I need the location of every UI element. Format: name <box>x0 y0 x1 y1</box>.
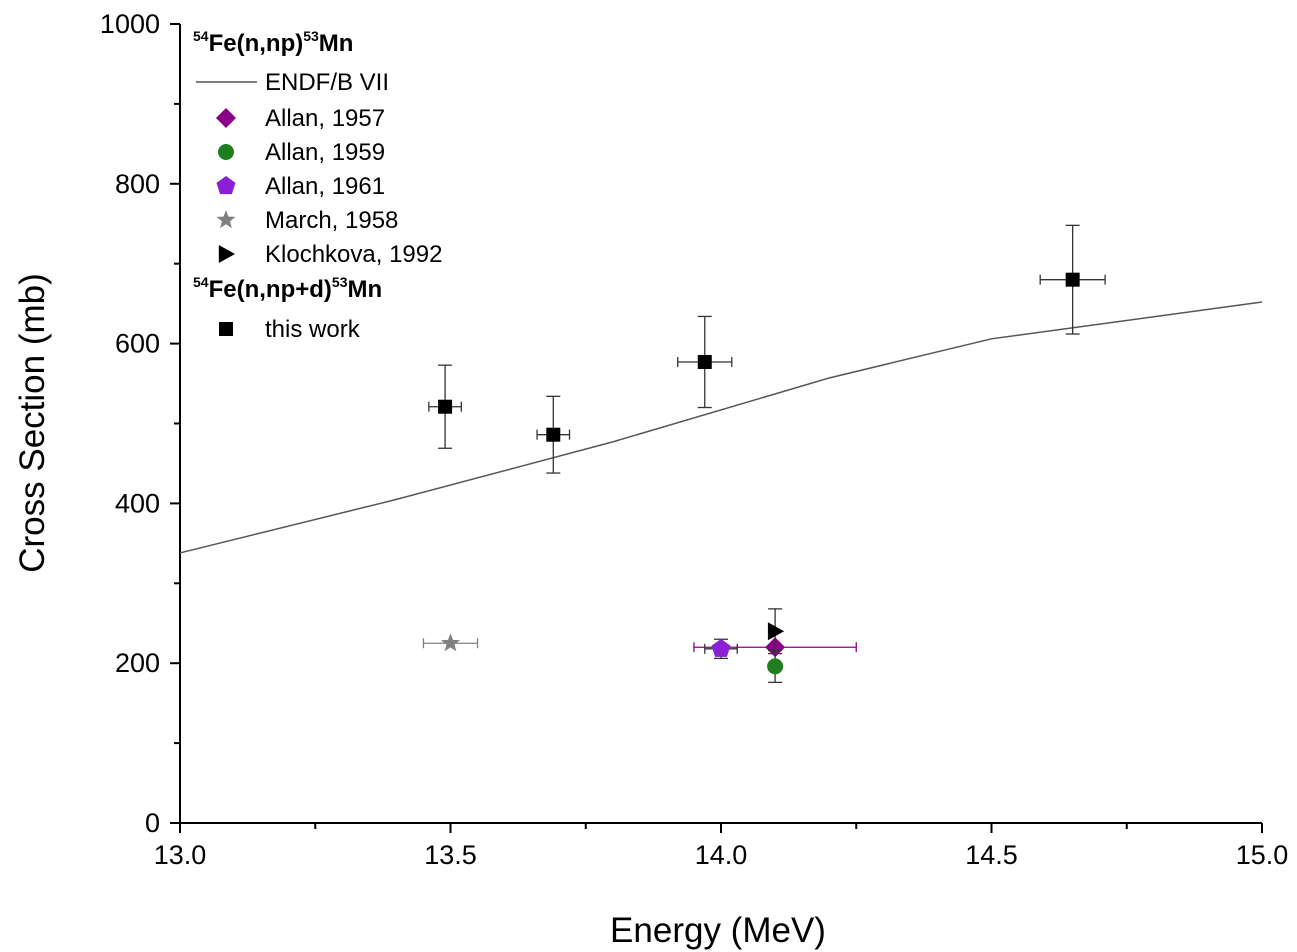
y-tick-label: 400 <box>115 488 160 518</box>
data-point <box>697 354 712 369</box>
series <box>179 301 1263 554</box>
legend-group-title: 54Fe(n,np+d)53Mn <box>193 274 382 303</box>
data-point <box>1065 272 1080 287</box>
data-point <box>440 633 461 652</box>
legend-swatch-marker <box>218 144 234 160</box>
data-point <box>767 622 785 641</box>
data-point <box>438 399 453 414</box>
x-tick-label: 14.5 <box>965 840 1018 870</box>
legend-swatch-marker <box>216 210 236 229</box>
series <box>422 633 479 652</box>
series <box>767 608 785 655</box>
y-tick-label: 600 <box>115 329 160 359</box>
data-point <box>711 638 731 657</box>
x-tick-label: 15.0 <box>1236 840 1289 870</box>
series <box>704 638 738 660</box>
legend-label: Allan, 1961 <box>265 173 385 200</box>
series <box>428 224 1106 474</box>
legend-label: Allan, 1959 <box>265 139 385 166</box>
x-tick-label: 13.5 <box>424 840 477 870</box>
y-axis-title: Cross Section (mb) <box>13 273 52 573</box>
legend-swatch-marker <box>216 176 236 195</box>
legend-swatch-marker <box>218 245 235 263</box>
x-tick-label: 14.0 <box>695 840 748 870</box>
y-tick-label: 800 <box>115 169 160 199</box>
y-tick-label: 200 <box>115 648 160 678</box>
line-endf-b-vii <box>179 301 1263 554</box>
legend-swatch-marker <box>216 108 236 128</box>
y-tick-label: 1000 <box>100 9 160 39</box>
legend-label: Klochkova, 1992 <box>265 241 442 268</box>
legend-label: this work <box>265 316 361 343</box>
series <box>767 649 784 684</box>
ticks: 13.0 13.5 14.0 14.5 15.0 0 200 400 600 800 1000 <box>100 9 1288 870</box>
legend-label: Allan, 1957 <box>265 105 385 132</box>
legend: 54Fe(n,np)53Mn ENDF/B VII Allan, 1957 Allan… <box>193 28 442 343</box>
x-tick-label: 13.0 <box>154 840 207 870</box>
legend-label: ENDF/B VII <box>265 69 389 96</box>
data-point <box>767 658 784 675</box>
plot-area <box>179 224 1263 684</box>
x-axis-title: Energy (MeV) <box>610 911 826 950</box>
data-point <box>546 427 561 442</box>
legend-label: March, 1958 <box>265 207 398 234</box>
legend-group-title: 54Fe(n,np)53Mn <box>193 28 353 57</box>
y-tick-label: 0 <box>145 808 160 838</box>
legend-swatch-marker <box>219 322 233 336</box>
